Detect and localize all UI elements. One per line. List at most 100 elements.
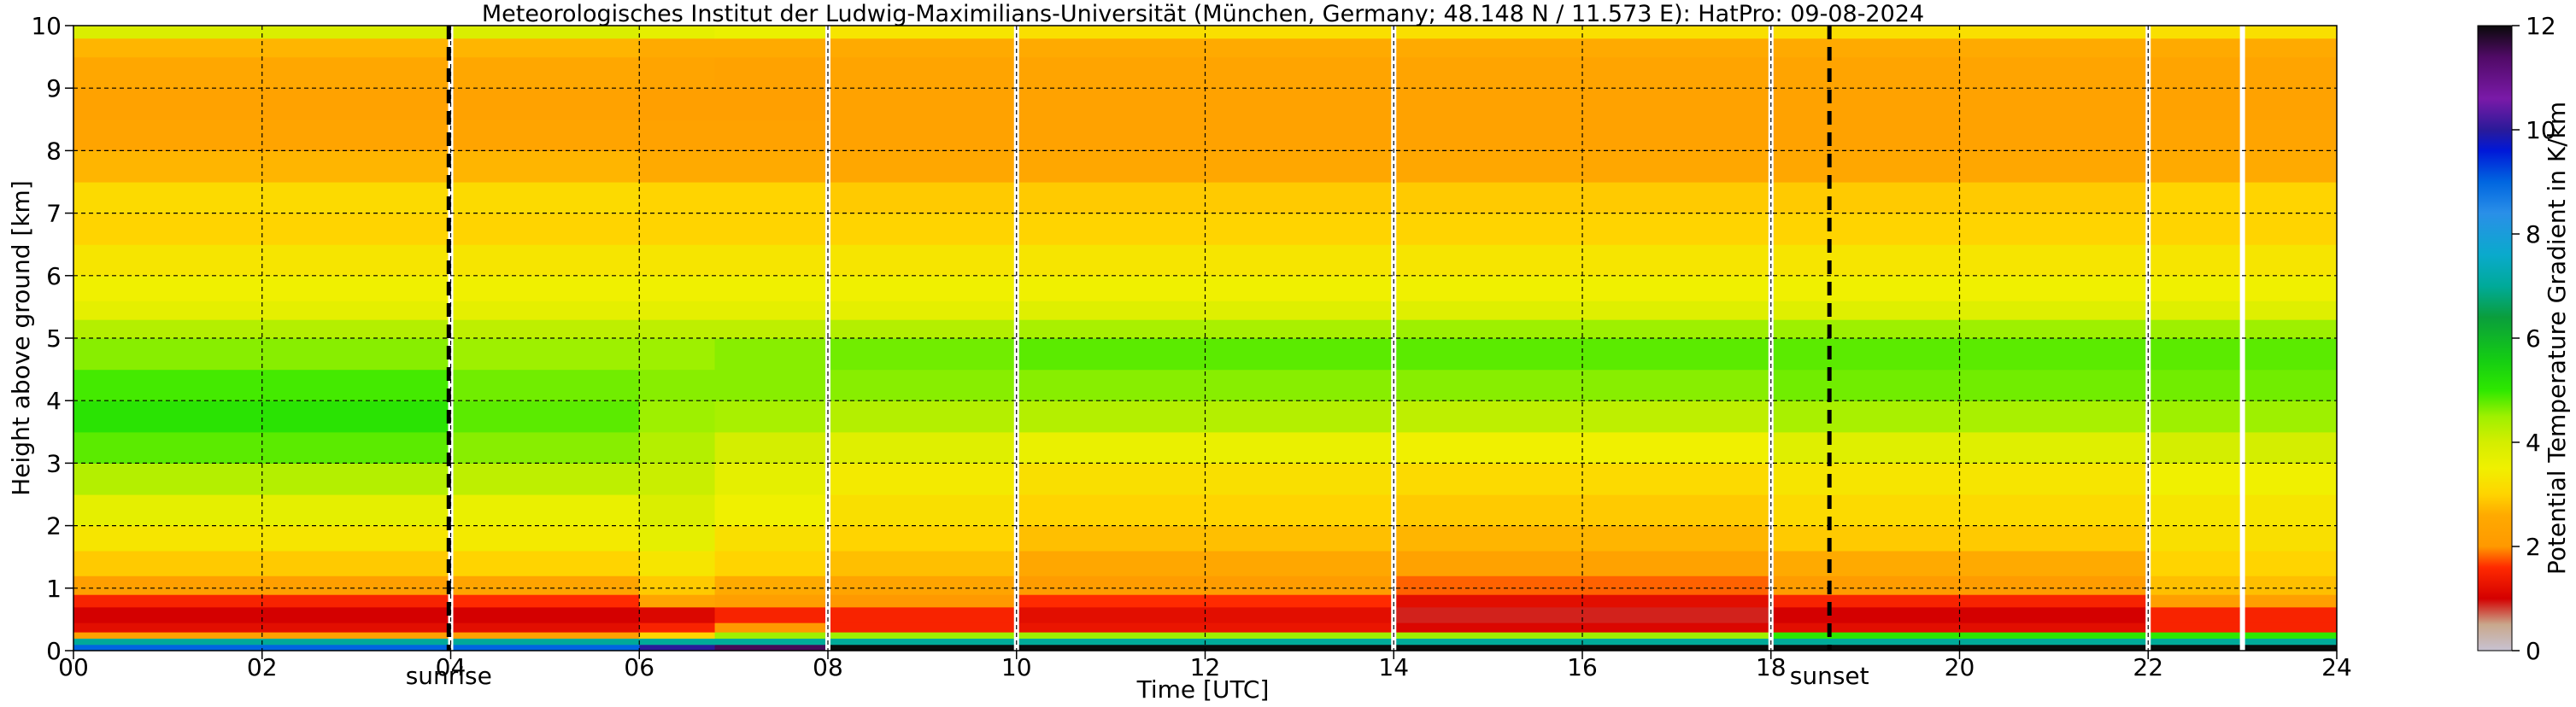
heatmap-cell [639, 56, 716, 89]
heatmap-cell [714, 369, 829, 401]
heatmap-cell [450, 338, 640, 371]
heatmap-cell [450, 38, 640, 58]
colorbar-tick-label: 8 [2526, 220, 2541, 248]
heatmap-cell [714, 622, 829, 633]
x-tick-label: 16 [1567, 653, 1598, 681]
heatmap-cell [828, 638, 1018, 646]
heatmap-cell [1016, 576, 1394, 595]
x-tick-label: 22 [2133, 653, 2163, 681]
colorbar-tick-label: 10 [2526, 116, 2556, 144]
heatmap-cell [828, 400, 1018, 433]
heatmap-cell [714, 38, 829, 58]
heatmap-cell [1016, 26, 1394, 39]
colorbar-label: Potential Temperature Gradient in K/km [2543, 102, 2571, 575]
heatmap-cell [450, 463, 640, 495]
heatmap-cell [450, 632, 640, 639]
y-tick-label: 1 [46, 575, 62, 603]
heatmap-cell [828, 369, 1018, 401]
heatmap-cell [828, 576, 1018, 595]
heatmap-cell [450, 319, 640, 339]
x-tick-label: 20 [1945, 653, 1975, 681]
heatmap-cell [450, 182, 640, 214]
heatmap-cell [639, 38, 716, 58]
heatmap-cell [450, 638, 640, 646]
heatmap-cell [639, 301, 716, 320]
heatmap-cell [1770, 594, 2149, 608]
data-gap [2145, 26, 2151, 651]
heatmap-cell [714, 338, 829, 371]
colorbar-tick-label: 12 [2526, 12, 2556, 40]
heatmap-cell [450, 150, 640, 183]
y-axis-label: Height above ground [km] [7, 180, 35, 496]
heatmap-cell [639, 550, 716, 576]
heatmap-cell [714, 150, 829, 183]
heatmap-cell [639, 606, 716, 623]
heatmap-cell [73, 606, 452, 623]
heatmap-cell [639, 494, 716, 527]
heatmap-cell [639, 622, 716, 633]
heatmap-cell [639, 119, 716, 151]
heatmap-cell [714, 576, 829, 595]
heatmap-cell [828, 213, 1018, 245]
heatmap-cell [828, 644, 1018, 651]
heatmap-cell [1016, 38, 1394, 58]
heatmap-cell [828, 275, 1018, 301]
heatmap-cell [639, 26, 716, 39]
x-axis-ticks: 00 02 04 06 08 10 12 14 16 18 20 22 24 [58, 651, 2352, 681]
heatmap-cell [1016, 525, 1394, 552]
colorbar [2477, 25, 2513, 651]
heatmap-cell [450, 369, 640, 401]
heatmap-cell [450, 213, 640, 245]
heatmap-cell [639, 400, 716, 433]
heatmap-cell [450, 88, 640, 120]
heatmap-cell [714, 632, 829, 639]
x-tick-label: 18 [1756, 653, 1787, 681]
x-tick-label: 08 [813, 653, 843, 681]
heatmap-cell [450, 400, 640, 433]
heatmap-cell [450, 119, 640, 151]
y-tick-label: 8 [46, 137, 62, 165]
heatmap-cell [714, 319, 829, 339]
heatmap-cell [828, 88, 1018, 120]
heatmap-cell [828, 431, 1018, 464]
heatmap-cell [1770, 606, 2149, 623]
heatmap-cell [714, 301, 829, 320]
heatmap-cell [714, 244, 829, 277]
heatmap-cell [1770, 38, 2149, 58]
heatmap-cell [714, 26, 829, 39]
heatmap-cell [639, 525, 716, 552]
x-tick-label: 04 [436, 653, 466, 681]
sunrise-label: sunrise [406, 662, 492, 690]
heatmap-cell [639, 338, 716, 371]
heatmap-cell [450, 622, 640, 633]
heatmap-cell [1394, 594, 1772, 608]
y-tick-label: 0 [46, 637, 62, 665]
heatmap-cell [73, 525, 452, 552]
heatmap-cell [828, 150, 1018, 183]
x-tick-label: 00 [58, 653, 89, 681]
heatmap-cell [828, 525, 1018, 552]
heatmap-cell [828, 606, 1018, 623]
heatmap-cell [1016, 644, 1394, 651]
heatmap-cell [450, 301, 640, 320]
heatmap-cell [828, 119, 1018, 151]
data-gap [1768, 26, 1774, 651]
heatmap-cell [828, 301, 1018, 320]
heatmap-cell [639, 244, 716, 277]
heatmap-cell [714, 182, 829, 214]
heatmap-cell [1770, 644, 2149, 651]
heatmap-cell [450, 26, 640, 39]
heatmap-cell [450, 431, 640, 464]
heatmap-cell [1770, 576, 2149, 595]
heatmap-cell [639, 275, 716, 301]
heatmap-cell [714, 400, 829, 433]
colorbar-tick-label: 2 [2526, 533, 2541, 561]
heatmap-cell [714, 431, 829, 464]
heatmap-cell [73, 26, 452, 39]
heatmap-cell [639, 319, 716, 339]
heatmap-cell [450, 244, 640, 277]
heatmap-cell [639, 576, 716, 595]
heatmap-cell [714, 606, 829, 623]
heatmap-cell [1394, 38, 1772, 58]
